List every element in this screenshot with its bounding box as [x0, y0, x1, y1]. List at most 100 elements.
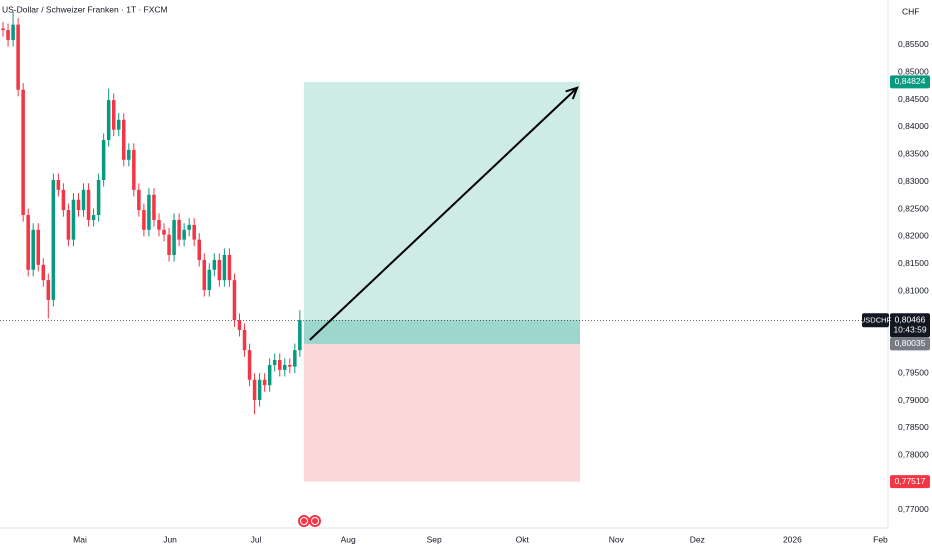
price-tag [890, 337, 930, 351]
candle-body [147, 194, 151, 230]
candle-body [91, 215, 96, 220]
candle-body [202, 259, 207, 290]
candle-body [142, 210, 146, 230]
candle-body [242, 329, 247, 351]
candle-body [293, 350, 297, 367]
price-tag [890, 75, 930, 89]
candle-body [288, 364, 292, 367]
y-tick-label: 0,84500 [898, 94, 929, 104]
candle-body [277, 360, 282, 370]
candle-body [81, 189, 86, 211]
event-icons [298, 515, 321, 527]
y-tick-label: 0,83000 [898, 176, 929, 186]
x-tick-label: Aug [341, 534, 356, 544]
y-tick-label: 0,78000 [898, 449, 929, 459]
candle-body [31, 229, 35, 270]
y-tick-label: 0,82000 [898, 231, 929, 241]
candle-body [212, 259, 217, 270]
y-tick-label: 0,85000 [898, 66, 929, 76]
price-axis-bg [888, 0, 932, 550]
last-price-box [890, 313, 930, 338]
x-tick-label: Jun [163, 534, 177, 544]
price-tag [890, 475, 930, 489]
candle-body [122, 119, 126, 160]
candle-body [21, 89, 25, 216]
price-tag-label: 0,84824 [895, 76, 926, 86]
event-icon-ring [300, 517, 308, 525]
candle-body [1, 28, 5, 31]
event-icon-ring [311, 517, 319, 525]
candle-body [298, 320, 302, 351]
candle-body [252, 379, 257, 400]
y-tick-label: 0,85500 [898, 39, 929, 49]
candle-body [116, 119, 121, 130]
trend-arrow [309, 87, 578, 341]
candle-body [237, 320, 242, 330]
chart-title: US-Dollar / Schweizer Franken · 1T · FXC… [2, 4, 168, 14]
candle-body [257, 379, 262, 400]
candle-body [132, 149, 136, 190]
candle-body [71, 199, 76, 240]
candle-body [36, 229, 40, 265]
y-tick-label: 0,79500 [898, 367, 929, 377]
y-tick-label: 0,82500 [898, 203, 929, 213]
candle-body [192, 224, 196, 240]
candle-body [167, 234, 171, 255]
candle-body [207, 269, 212, 290]
candle-body [187, 224, 191, 230]
y-tick-label: 0,77000 [898, 504, 929, 514]
candle-body [96, 180, 101, 216]
x-tick-label: Feb [873, 534, 888, 544]
candle-body [197, 239, 201, 260]
x-tick-label: Okt [516, 534, 530, 544]
symbol-label: USDCHF [860, 315, 892, 324]
candle-body [217, 259, 222, 281]
y-tick-label: 0,83500 [898, 149, 929, 159]
y-tick-label: 0,78500 [898, 422, 929, 432]
candle-body [227, 254, 232, 281]
currency-label: CHF [902, 6, 919, 16]
y-tick-label: 0,79000 [898, 395, 929, 405]
candle-body [232, 280, 237, 321]
candle-body [26, 215, 30, 270]
symbol-tag [862, 313, 889, 328]
candle-body [162, 229, 166, 235]
candle-body [11, 24, 15, 40]
candle-body [283, 364, 287, 370]
x-tick-label: Nov [609, 534, 625, 544]
x-tick-label: Sep [427, 534, 442, 544]
candle-body [46, 280, 51, 300]
event-icon [309, 515, 321, 527]
candle-body [41, 264, 46, 281]
candle-body [177, 219, 181, 240]
countdown-label: 10:43:59 [893, 325, 926, 335]
candle-body [6, 30, 10, 40]
candle-body [56, 180, 61, 190]
candle-body [111, 100, 116, 130]
candle-body [262, 379, 267, 386]
loss-zone [303, 343, 581, 482]
candle-body [86, 189, 91, 220]
candle-body [222, 254, 227, 281]
event-icon [298, 515, 310, 527]
candle-body [106, 100, 111, 141]
candle-body [16, 24, 20, 90]
candle-body [182, 229, 186, 240]
candle-body [51, 180, 56, 300]
y-tick-label: 0,81500 [898, 258, 929, 268]
candle-body [101, 140, 106, 181]
overlay [309, 86, 579, 341]
last-price-label: 0,80466 [895, 315, 926, 325]
x-tick-label: Jul [251, 534, 262, 544]
candle-body [152, 194, 156, 220]
candle-body [76, 199, 81, 211]
candle-body [267, 364, 272, 386]
x-tick-label: Dez [690, 534, 705, 544]
candle-body [137, 189, 141, 211]
candle-body [157, 219, 161, 230]
x-tick-label: 2026 [783, 534, 802, 544]
candle-body [127, 149, 131, 160]
candle-body [272, 360, 277, 365]
plot-area [0, 12, 888, 482]
